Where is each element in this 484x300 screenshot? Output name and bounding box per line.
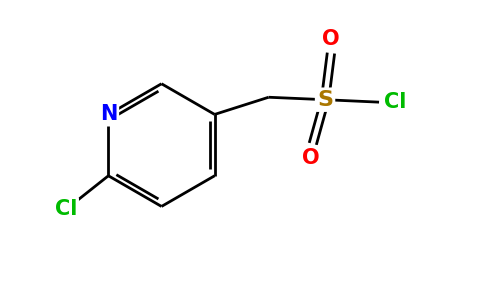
Text: Cl: Cl	[55, 199, 77, 219]
Text: N: N	[100, 104, 117, 124]
Text: O: O	[302, 148, 319, 168]
Text: O: O	[322, 29, 340, 49]
Text: Cl: Cl	[383, 92, 406, 112]
Text: S: S	[317, 90, 333, 110]
